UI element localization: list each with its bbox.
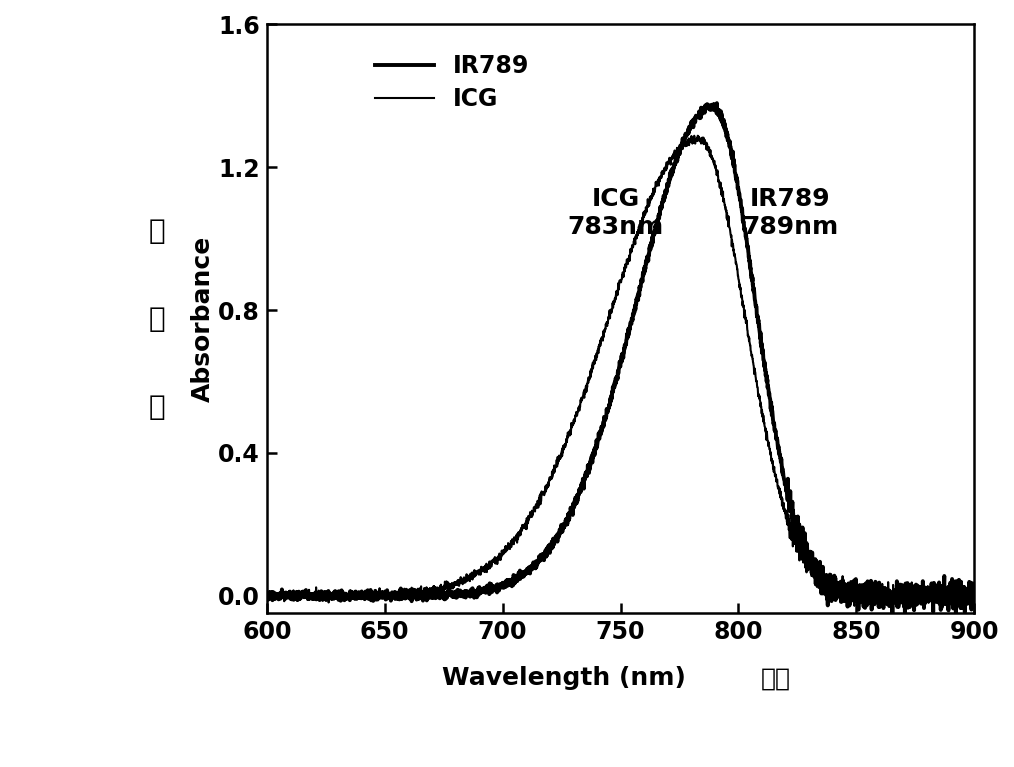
ICG — [532, 501, 545, 510]
ICG — [261, 590, 273, 599]
Text: 波长: 波长 — [762, 667, 791, 690]
IR789 — [711, 98, 723, 107]
Text: IR789
789nm: IR789 789nm — [742, 187, 839, 239]
IR789 — [886, 609, 898, 618]
Line: IR789: IR789 — [267, 103, 974, 614]
ICG — [887, 605, 899, 614]
Text: 吸: 吸 — [149, 216, 165, 245]
IR789 — [563, 515, 575, 525]
Legend: IR789, ICG: IR789, ICG — [363, 42, 541, 123]
IR789 — [968, 591, 981, 601]
Text: Wavelength (nm): Wavelength (nm) — [442, 667, 685, 690]
Text: Absorbance: Absorbance — [191, 236, 215, 402]
ICG — [563, 430, 575, 439]
IR789 — [261, 591, 273, 600]
ICG — [968, 596, 981, 605]
IR789 — [532, 557, 545, 566]
ICG — [878, 595, 890, 604]
IR789 — [342, 594, 354, 603]
IR789 — [878, 588, 890, 597]
Text: 光: 光 — [149, 305, 165, 333]
IR789 — [955, 596, 967, 605]
ICG — [692, 131, 704, 140]
IR789 — [383, 589, 395, 598]
ICG — [342, 591, 354, 600]
Text: 度: 度 — [149, 393, 165, 421]
Line: ICG: ICG — [267, 136, 974, 610]
Text: ICG
783nm: ICG 783nm — [568, 187, 664, 239]
ICG — [955, 588, 967, 597]
ICG — [383, 594, 395, 603]
